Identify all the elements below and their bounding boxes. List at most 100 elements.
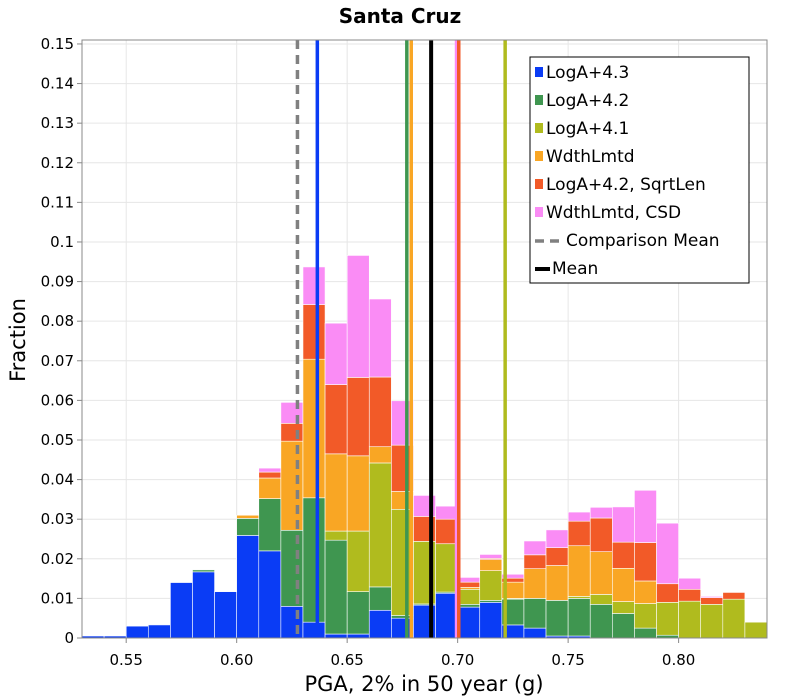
bar-segment: [368, 376, 392, 448]
y-tick-label: 0.01: [41, 589, 74, 607]
bar-segment: [324, 453, 348, 532]
bar-segment: [302, 266, 326, 305]
legend-label: LogA+4.3: [546, 63, 629, 83]
bar-segment: [700, 597, 724, 605]
x-tick-label: 0.65: [330, 651, 363, 669]
bar-segment: [678, 600, 702, 639]
y-tick-label: 0.06: [41, 391, 74, 409]
bar-segment: [612, 541, 635, 569]
bar-segment: [258, 550, 282, 639]
bar-segment: [324, 633, 348, 639]
bar-segment: [523, 540, 547, 556]
x-tick-label: 0.80: [662, 651, 695, 669]
bar-segment: [346, 633, 370, 639]
bar-segment: [457, 581, 481, 588]
bar-segment: [368, 609, 392, 639]
legend-box: [529, 56, 750, 284]
bar-segment: [589, 594, 613, 605]
bar-segment: [634, 627, 657, 639]
bar-segment: [324, 539, 348, 635]
y-tick-label: 0.12: [41, 154, 74, 172]
y-tick-label: 0.05: [41, 431, 74, 449]
bar-segment: [479, 554, 503, 559]
bar-segment: [324, 530, 348, 541]
bar-segment: [634, 489, 657, 543]
bar-segment: [567, 545, 591, 597]
chart-title: Santa Cruz: [339, 4, 462, 28]
bar-segment: [700, 604, 724, 639]
y-tick-label: 0.13: [41, 114, 74, 132]
bar-segment: [612, 613, 635, 639]
bar-segment: [435, 518, 458, 545]
y-tick-label: 0.07: [41, 352, 74, 370]
y-tick-label: 0.09: [41, 273, 74, 291]
bar-segment: [280, 606, 304, 639]
bar-segment: [722, 592, 746, 600]
x-axis-title: PGA, 2% in 50 year (g): [304, 672, 543, 696]
bar-segment: [678, 577, 702, 590]
bar-segment: [589, 604, 613, 639]
bar-segment: [236, 514, 260, 519]
bar-segment: [346, 455, 370, 532]
bar-segment: [192, 569, 215, 573]
bar-segment: [236, 518, 260, 536]
legend-label: Mean: [552, 259, 598, 279]
bars-layer: [81, 255, 768, 639]
legend: LogA+4.3 LogA+4.2 LogA+4.1 WdthLmtd LogA+4.2…: [529, 56, 750, 284]
bar-segment: [258, 498, 282, 552]
bar-segment: [457, 577, 481, 583]
legend-label: LogA+4.1: [546, 119, 629, 139]
bar-segment: [280, 440, 304, 531]
bar-segment: [236, 535, 260, 639]
bar-segment: [567, 511, 591, 522]
bar-segment: [324, 384, 348, 455]
bar-segment: [302, 304, 326, 360]
bar-segment: [612, 506, 635, 543]
bar-segment: [368, 462, 392, 588]
legend-swatch: [535, 95, 543, 105]
bar-segment: [634, 580, 657, 604]
bar-segment: [368, 446, 392, 464]
bar-segment: [523, 554, 547, 569]
legend-label: LogA+4.2, SqrtLen: [546, 175, 706, 195]
y-axis-ticks: 0 0.01 0.02 0.03 0.04 0.05 0.06 0.07 0.08 0.09 0.1…: [41, 35, 82, 647]
bar-segment: [722, 598, 746, 639]
bar-segment: [523, 627, 547, 639]
y-tick-label: 0.08: [41, 312, 74, 330]
bar-segment: [435, 505, 458, 520]
y-tick-label: 0.15: [41, 35, 74, 53]
bar-segment: [368, 298, 392, 378]
bar-segment: [589, 517, 613, 552]
bar-segment: [479, 570, 503, 601]
bar-segment: [656, 583, 679, 603]
y-tick-label: 0.14: [41, 75, 74, 93]
legend-label: WdthLmtd: [546, 147, 635, 167]
legend-label: LogA+4.2: [546, 91, 629, 111]
bar-segment: [656, 522, 679, 585]
bar-segment: [589, 551, 613, 595]
bar-segment: [258, 471, 282, 479]
bar-segment: [545, 547, 569, 566]
legend-label: Comparison Mean: [566, 231, 720, 251]
bar-segment: [346, 377, 370, 457]
y-tick-label: 0.04: [41, 471, 74, 489]
y-tick-label: 0.1: [50, 233, 74, 251]
bar-segment: [523, 598, 547, 629]
bar-segment: [214, 591, 237, 639]
bar-segment: [589, 507, 613, 519]
bar-segment: [280, 529, 304, 607]
legend-swatch: [535, 123, 543, 133]
bar-segment: [545, 565, 569, 601]
x-tick-label: 0.55: [109, 651, 142, 669]
legend-swatch: [535, 67, 543, 77]
bar-segment: [612, 567, 635, 602]
legend-swatch: [535, 179, 543, 189]
bar-segment: [192, 571, 215, 639]
bar-segment: [368, 586, 392, 611]
bar-segment: [435, 592, 458, 639]
bar-segment: [656, 602, 679, 636]
x-tick-label: 0.60: [220, 651, 253, 669]
y-axis-title: Fraction: [6, 298, 30, 382]
bar-segment: [435, 543, 458, 593]
